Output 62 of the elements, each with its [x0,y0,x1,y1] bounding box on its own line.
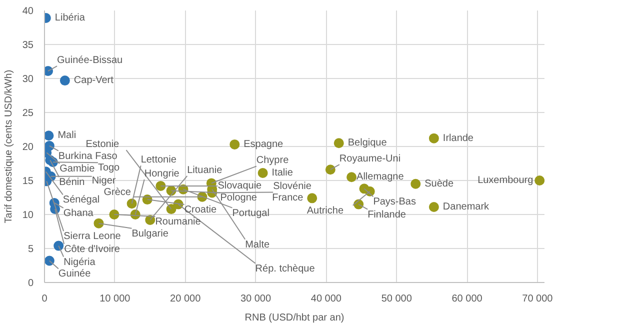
annotation: Croatie [184,204,217,216]
annotation: Guinée-Bissau [57,55,123,66]
y-axis-title: Tarif domestique (cents USD/kWh) [3,70,14,224]
annotation: Malte [245,239,270,250]
x-tick-label: 70 000 [522,294,554,304]
annotation: Autriche [306,205,344,216]
annotation: Grèce [104,186,132,198]
annotation: Rép. tchèque [255,263,316,274]
x-axis-title: RNB (USD/hbt par an) [244,312,344,324]
y-tick-label: 10 [22,210,34,221]
annotation: Niger [92,175,116,186]
annotation: Belgique [348,138,388,149]
annotation: Gambie [60,164,96,175]
annotation: Lituanie [187,164,223,176]
annotation: Allemagne [356,172,404,183]
annotation: Sénégal [62,194,100,206]
annotation: Lettonie [140,154,177,166]
annotation: Mali [58,130,76,142]
annotation: Portugal [232,208,270,219]
annotation: Chypre [256,155,290,166]
annotation: Ghana [63,208,94,219]
annotation: Nigéria [64,256,96,268]
annotation: Suède [424,178,454,190]
y-tick-label: 40 [22,6,34,17]
annotation: Luxembourg [478,175,534,186]
y-tick-label: 30 [22,74,34,85]
annotation: Sierra Leone [64,231,122,242]
y-tick-label: 15 [22,176,34,187]
annotation: Hongrie [144,168,180,180]
annotation: Pays-Bas [373,196,416,208]
annotation: Togo [98,162,120,174]
annotation: Pologne [220,192,258,204]
annotation: Côte d'Ivoire [64,244,120,256]
annotation: Irlande [442,132,474,144]
y-tick-label: 20 [22,142,34,153]
annotation: Slovénie [273,181,312,192]
y-tick-label: 5 [28,244,34,255]
annotation: Danemark [442,202,490,213]
x-tick-label: 20 000 [170,294,202,304]
annotation: Guinée [58,268,92,280]
x-tick-label: 0 [42,294,48,304]
x-tick-label: 50 000 [381,294,412,304]
annotation: Bénin [59,177,85,188]
annotation: Espagne [244,138,284,150]
annotation: Finlande [368,209,406,220]
x-tick-label: 30 000 [240,294,272,304]
annotation: Royaume-Uni [339,154,401,165]
annotation: Libéria [54,12,86,24]
y-tick-label: 35 [22,40,34,51]
annotation: Bulgarie [132,228,169,240]
annotation: Cap-Vert [74,75,114,86]
annotation: Slovaquie [218,180,262,192]
x-tick-label: 40 000 [310,294,342,304]
x-tick-label: 60 000 [452,294,483,304]
annotation: Burkina Faso [58,150,118,162]
y-tick-label: 25 [22,108,34,119]
annotation: Italie [272,168,294,179]
annotation: Estonie [86,139,120,150]
y-tick-label: 0 [28,278,34,289]
x-tick-label: 10 000 [100,294,131,304]
annotation: Roumanie [155,216,202,228]
annotation: France [272,192,304,204]
